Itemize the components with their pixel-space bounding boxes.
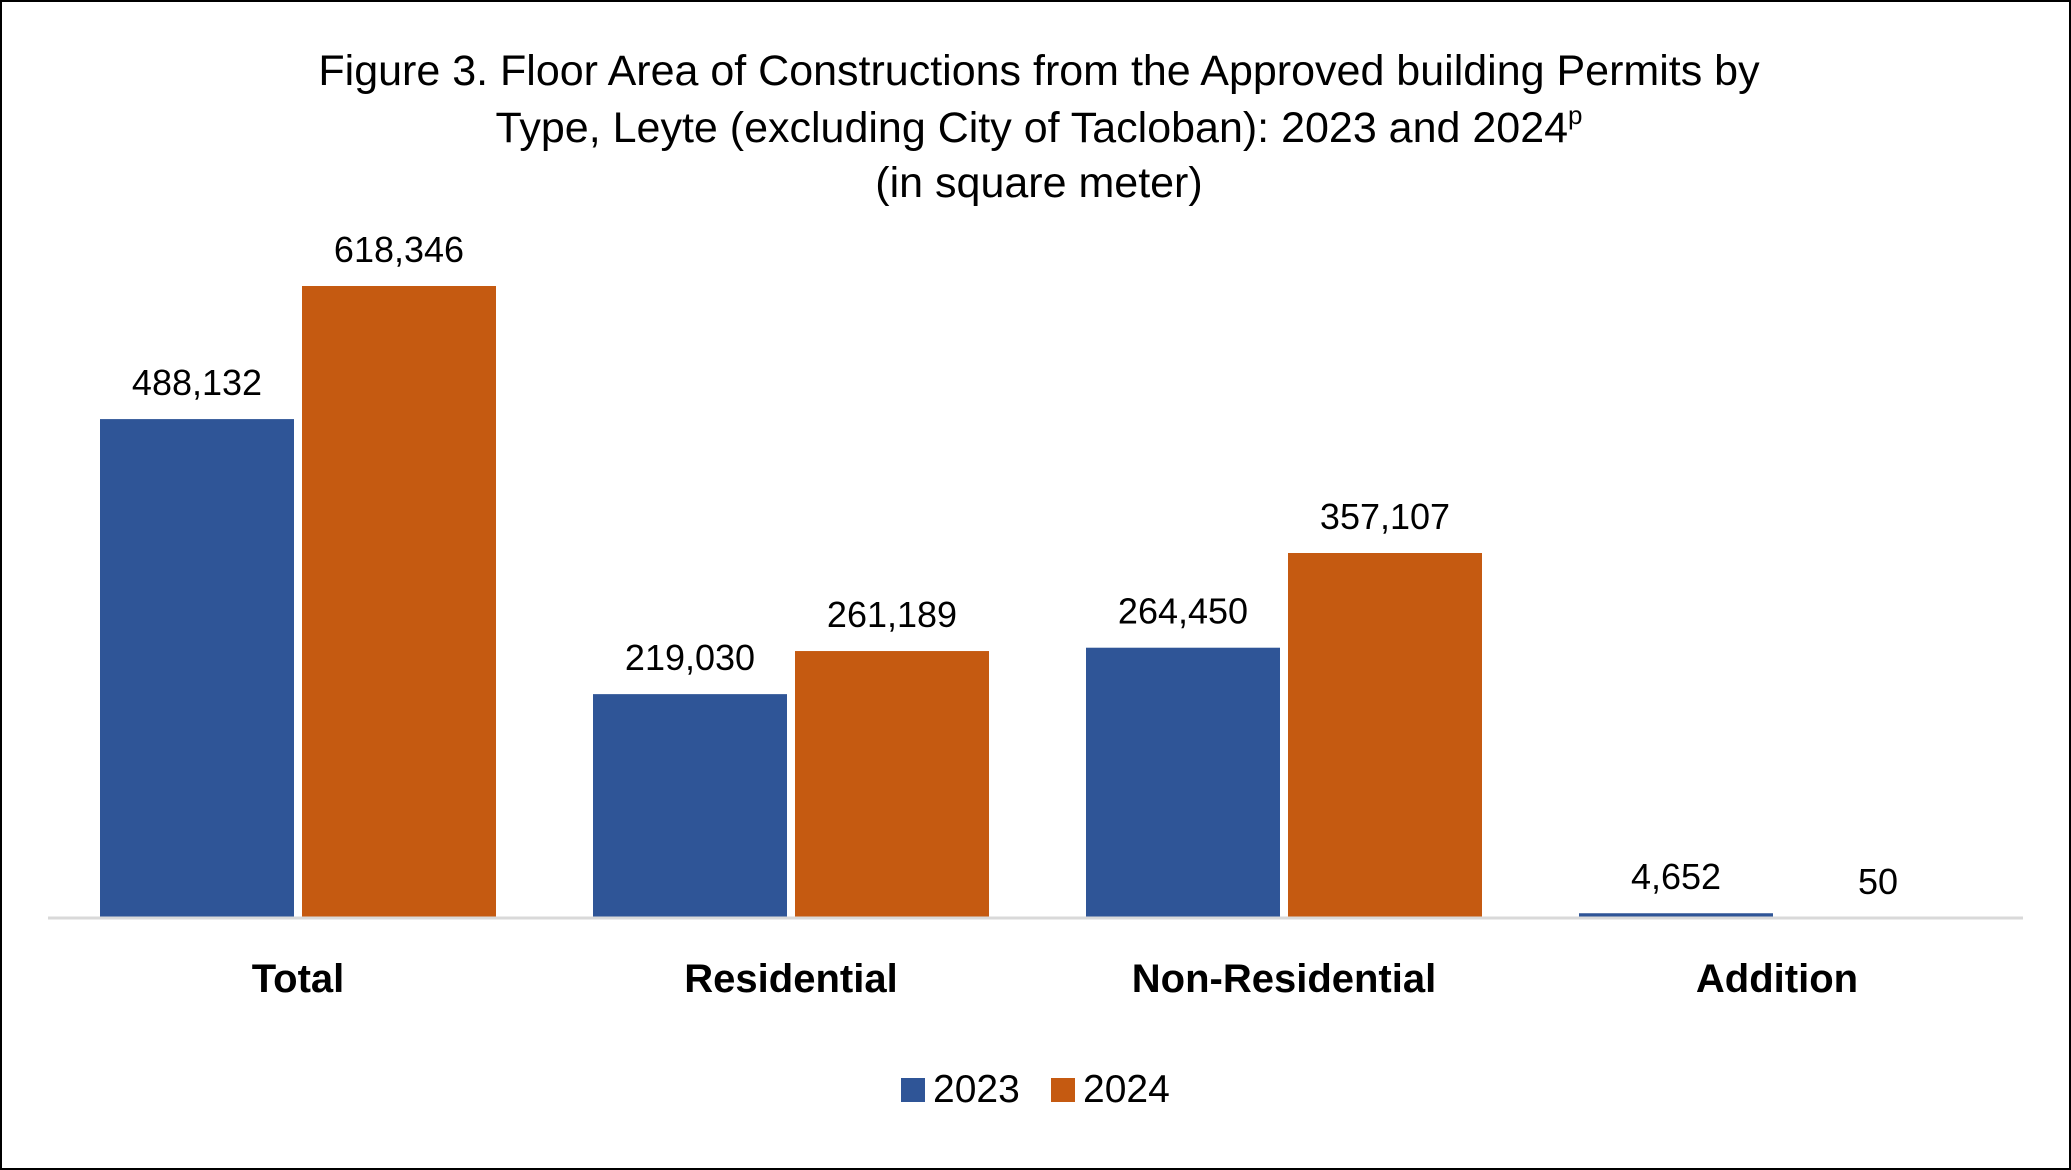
bar-2023-total	[100, 419, 294, 918]
data-label-2023-residential: 219,030	[625, 637, 755, 678]
bar-2024-total	[302, 286, 496, 918]
legend-swatch-2024	[1051, 1078, 1075, 1102]
chart-title-superscript: p	[1568, 100, 1582, 130]
bar-2024-residential	[795, 651, 989, 918]
chart-title-line-2: Type, Leyte (excluding City of Tacloban)…	[496, 100, 1583, 152]
data-label-2024-residential: 261,189	[827, 594, 957, 635]
data-label-2024-addition: 50	[1858, 861, 1898, 902]
chart-title-line-1: Figure 3. Floor Area of Constructions fr…	[318, 47, 1760, 95]
data-label-2023-non-residential: 264,450	[1118, 591, 1248, 632]
data-label-2024-non-residential: 357,107	[1320, 496, 1450, 537]
chart-title-line-2-text: Type, Leyte (excluding City of Tacloban)…	[496, 104, 1569, 152]
legend-label-2024: 2024	[1083, 1068, 1170, 1111]
legend: 2023 2024	[901, 1068, 1170, 1111]
data-label-2023-total: 488,132	[132, 362, 262, 403]
category-label-addition: Addition	[1696, 957, 1858, 1001]
bar-2023-residential	[593, 694, 787, 918]
plot-area: 488,132 618,346 Total 219,030 261,189 Residen…	[48, 229, 2023, 1001]
bar-2023-non-residential	[1086, 647, 1280, 918]
legend-swatch-2023	[901, 1078, 925, 1102]
legend-label-2023: 2023	[933, 1068, 1020, 1111]
category-label-total: Total	[252, 957, 345, 1001]
chart-title-line-3: (in square meter)	[875, 159, 1202, 207]
bar-2024-non-residential	[1288, 553, 1482, 918]
data-label-2023-addition: 4,652	[1631, 856, 1721, 897]
category-label-residential: Residential	[684, 957, 897, 1001]
category-label-non-residential: Non-Residential	[1132, 957, 1436, 1001]
bar-2023-addition	[1579, 913, 1773, 918]
data-label-2024-total: 618,346	[334, 229, 464, 270]
